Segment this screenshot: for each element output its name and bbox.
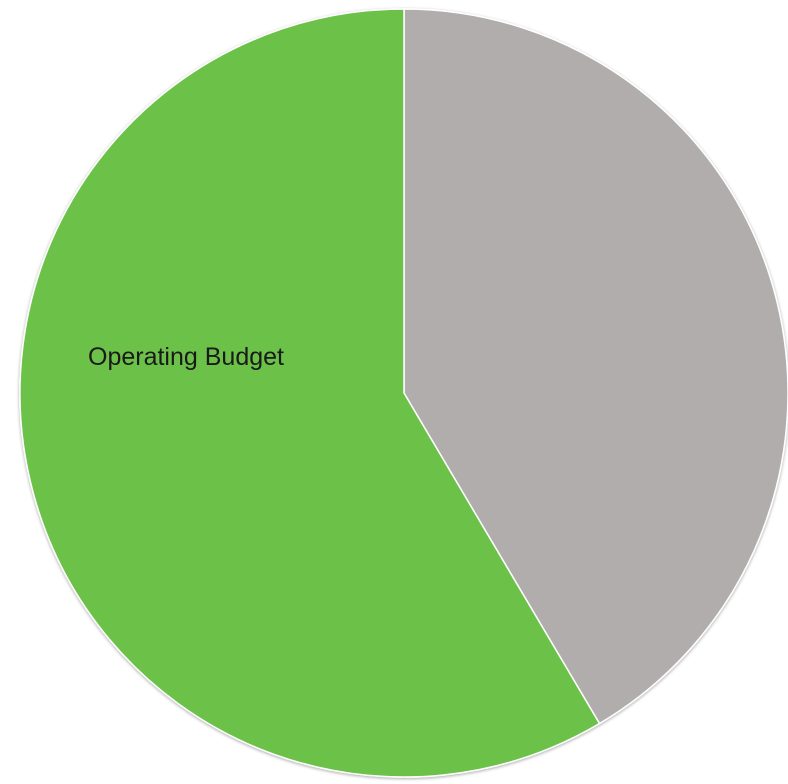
pie-slices bbox=[19, 8, 788, 778]
pie-labels: Operating Budget bbox=[88, 343, 284, 371]
pie-slice-1 bbox=[403, 8, 788, 725]
pie-slice-2 bbox=[19, 8, 601, 778]
slice-label: Operating Budget bbox=[88, 343, 284, 371]
